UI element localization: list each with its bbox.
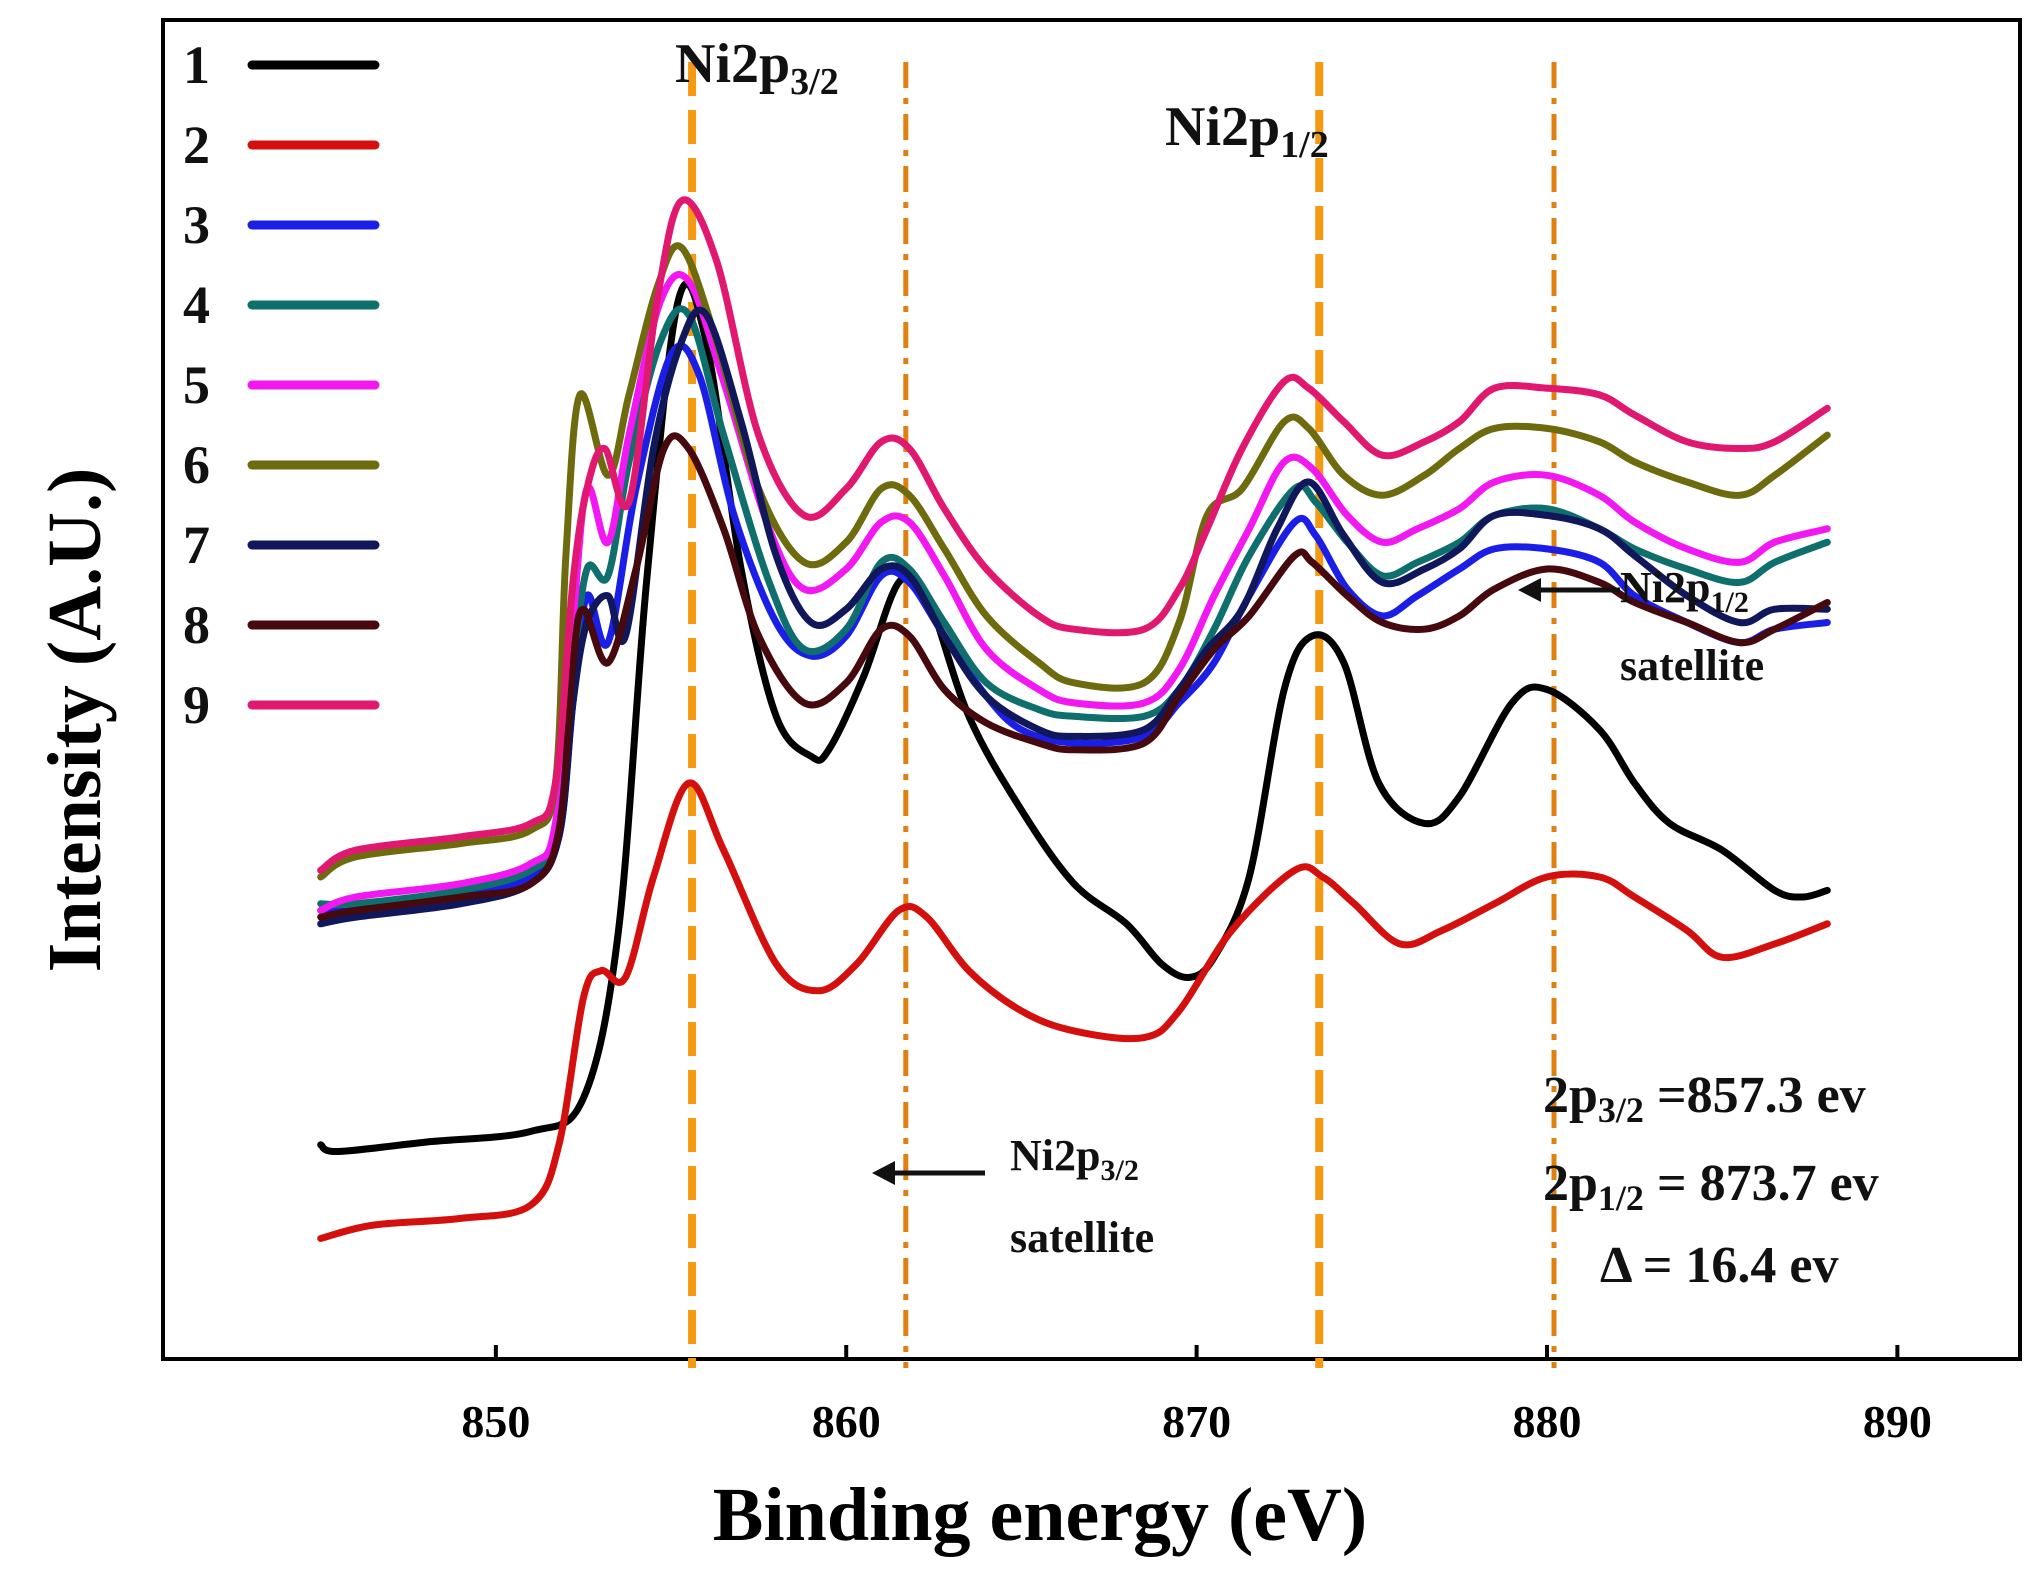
x-axis-title: Binding energy (eV) — [713, 1473, 1367, 1557]
legend-label-7: 7 — [183, 515, 210, 575]
peak-label-p12-sub: 1/2 — [1280, 124, 1329, 166]
series-line-1 — [317, 280, 1831, 1156]
peak-label-p12: Ni2p1/2 — [1165, 96, 1329, 166]
energy-delta: Δ = 16.4 ev — [1600, 1237, 1838, 1294]
satellite-p12-sub: 1/2 — [1710, 586, 1748, 619]
legend-label-8: 8 — [183, 595, 210, 655]
legend-label-2: 2 — [183, 115, 210, 175]
energy-p32-value: =857.3 ev — [1644, 1067, 1866, 1124]
energies-annotation: 2p3/2 =857.3 ev 2p1/2 = 873.7 ev Δ = 16.… — [1543, 1067, 1879, 1294]
x-tick-label-890: 890 — [1863, 1396, 1932, 1447]
energy-p32-prefix: 2p — [1543, 1067, 1598, 1124]
y-axis-title: Intensity (A.U.) — [33, 468, 117, 973]
legend-label-3: 3 — [183, 195, 210, 255]
satellite-p12-arrowhead — [1518, 578, 1541, 602]
energy-p12-sub: 1/2 — [1598, 1178, 1644, 1218]
satellite-p12-main: Ni2p — [1620, 563, 1710, 612]
legend-label-9: 9 — [183, 675, 210, 735]
x-tick-label-860: 860 — [812, 1396, 881, 1447]
satellite-p32-sub: 3/2 — [1100, 1154, 1138, 1187]
satellite-p32-arrowhead — [872, 1161, 895, 1185]
x-tick-label-870: 870 — [1162, 1396, 1231, 1447]
series-line-7 — [317, 306, 1831, 928]
legend-label-1: 1 — [183, 35, 210, 95]
energy-p12-prefix: 2p — [1543, 1155, 1598, 1212]
series-line-8 — [317, 432, 1831, 921]
plot-frame — [161, 18, 2022, 1361]
satellite-p32-main: Ni2p — [1010, 1131, 1100, 1180]
peak-label-p32-main: Ni2p — [675, 33, 790, 95]
satellite-p32-annotation: Ni2p3/2 satellite — [872, 1131, 1154, 1262]
satellite-p12-annotation: Ni2p1/2 satellite — [1518, 563, 1764, 690]
peak-label-p32-sub: 3/2 — [790, 61, 839, 103]
x-tick-label-880: 880 — [1512, 1396, 1581, 1447]
peak-label-p32: Ni2p3/2 — [675, 33, 839, 103]
x-tick-label-850: 850 — [461, 1396, 530, 1447]
legend-label-5: 5 — [183, 355, 210, 415]
legend-label-6: 6 — [183, 435, 210, 495]
satellite-p32-line2: satellite — [1010, 1213, 1154, 1262]
satellite-p12-line2: satellite — [1620, 641, 1764, 690]
series-line-2 — [317, 779, 1831, 1242]
energy-p12: 2p1/2 = 873.7 ev — [1543, 1155, 1879, 1218]
energy-p32: 2p3/2 =857.3 ev — [1543, 1067, 1866, 1130]
series-line-9 — [317, 196, 1831, 874]
energy-p12-value: = 873.7 ev — [1644, 1155, 1879, 1212]
satellite-p32-label: Ni2p3/2 — [1010, 1131, 1139, 1187]
peak-label-p12-main: Ni2p — [1165, 96, 1280, 158]
energy-p32-sub: 3/2 — [1598, 1090, 1644, 1130]
satellite-p12-label: Ni2p1/2 — [1620, 563, 1749, 619]
series-line-6 — [317, 242, 1831, 881]
legend-label-4: 4 — [183, 275, 210, 335]
